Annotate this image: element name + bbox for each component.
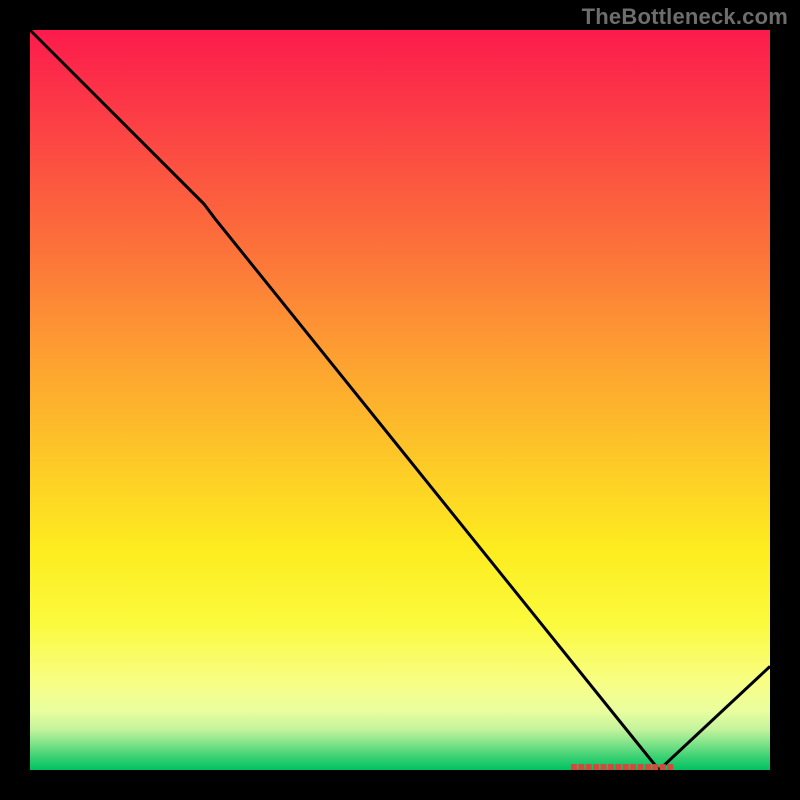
optimal-marker <box>623 764 629 770</box>
watermark-label: TheBottleneck.com <box>582 4 788 30</box>
optimal-marker <box>667 764 673 770</box>
optimal-marker <box>586 764 592 770</box>
optimal-marker <box>615 764 621 770</box>
optimal-marker <box>608 764 614 770</box>
optimal-marker <box>578 764 584 770</box>
optimal-marker <box>601 764 607 770</box>
optimal-marker <box>660 764 666 770</box>
bottleneck-chart <box>0 0 800 800</box>
optimal-marker <box>630 764 636 770</box>
optimal-marker <box>645 764 651 770</box>
optimal-marker <box>593 764 599 770</box>
optimal-marker <box>571 764 577 770</box>
optimal-marker <box>652 764 658 770</box>
optimal-marker <box>638 764 644 770</box>
